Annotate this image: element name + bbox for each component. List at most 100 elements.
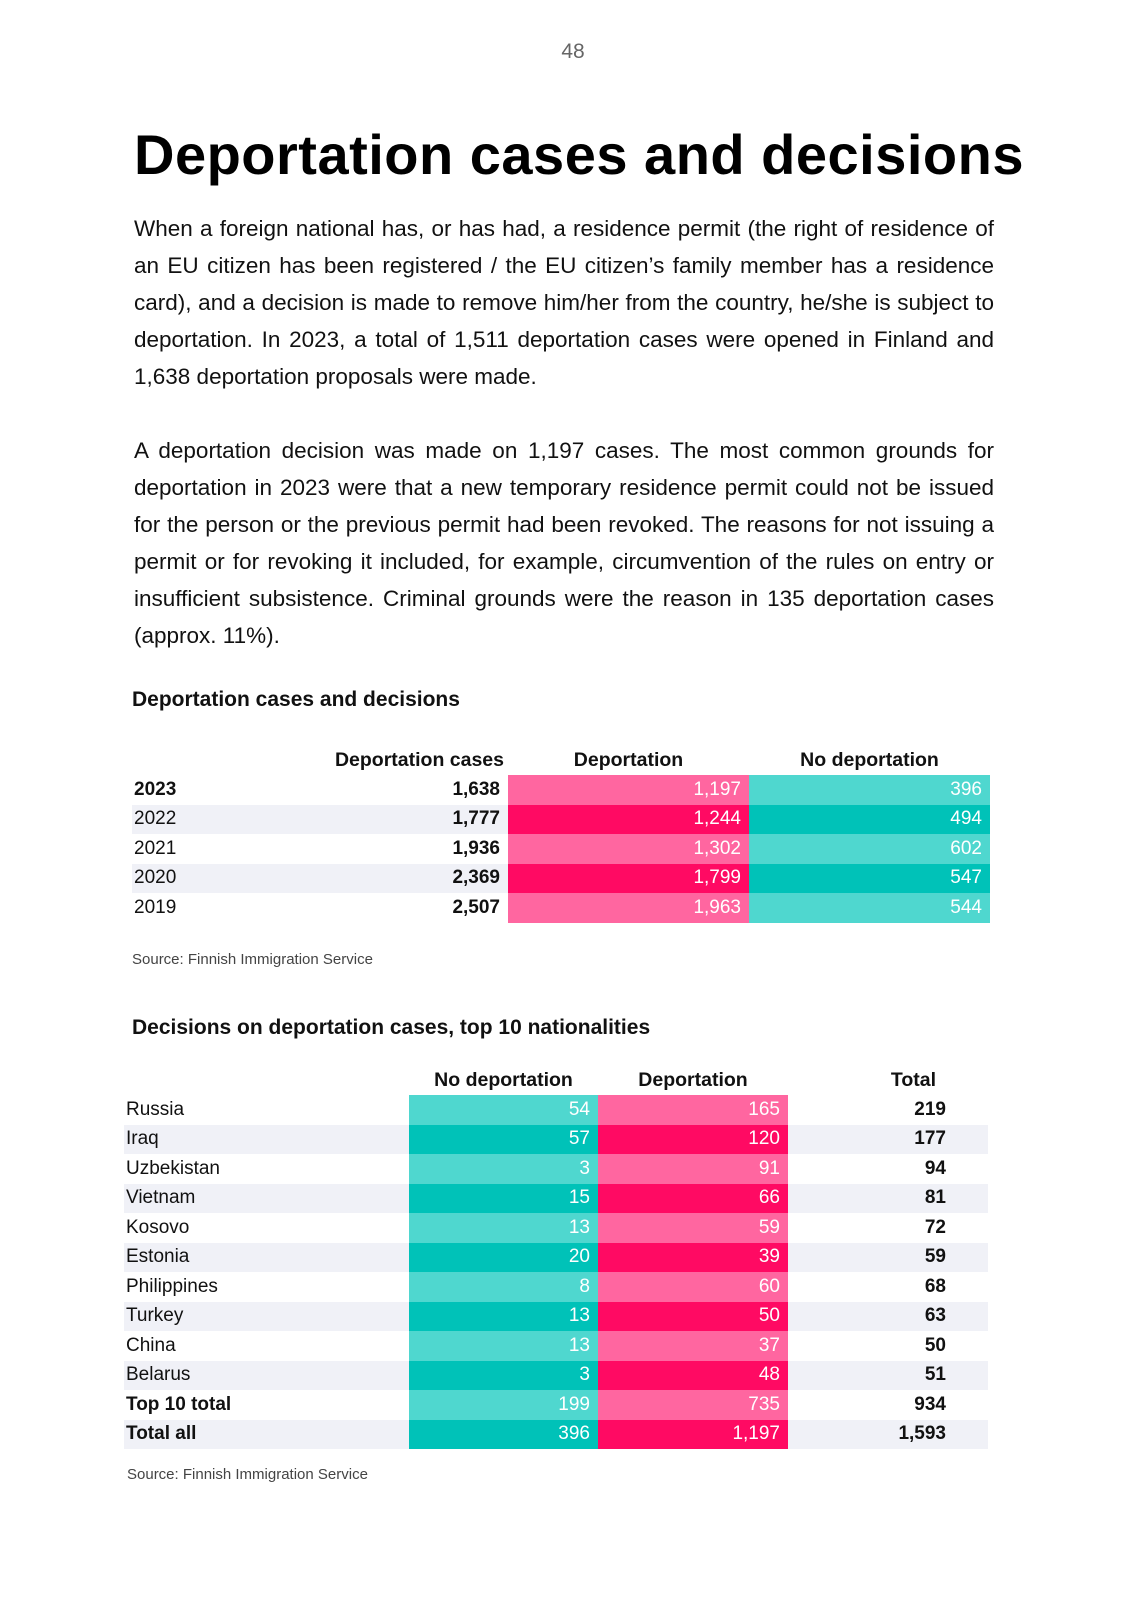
no-deportation-cell: 3 <box>409 1360 598 1390</box>
no-deportation-cell: 544 <box>749 893 990 923</box>
deportation-cell: 1,197 <box>508 775 749 805</box>
table2-title: Decisions on deportation cases, top 10 n… <box>132 1016 651 1039</box>
year-cell: 2019 <box>134 896 177 918</box>
table-row: 2021 1,936 1,302 602 <box>132 834 990 864</box>
country-cell: Belarus <box>124 1360 409 1390</box>
deportation-cases-table: Deportation cases Deportation No deporta… <box>132 742 990 923</box>
deportation-cell: 1,302 <box>508 834 749 864</box>
header-total: Total <box>890 1069 936 1091</box>
total-cell: 51 <box>788 1360 988 1390</box>
total-cell: 934 <box>914 1393 946 1415</box>
header-no-deportation: No deportation <box>434 1069 573 1091</box>
no-deportation-cell: 396 <box>409 1419 598 1449</box>
country-cell: Philippines <box>126 1275 218 1297</box>
table-header-row: Deportation cases Deportation No deporta… <box>132 742 990 775</box>
table-row: 2022 1,777 1,244 494 <box>132 804 990 834</box>
total-cell: 1,593 <box>788 1419 988 1449</box>
header-deportation-cases: Deportation cases <box>334 749 504 771</box>
no-deportation-cell: 8 <box>409 1272 598 1302</box>
no-deportation-cell: 20 <box>409 1242 598 1272</box>
country-cell: Uzbekistan <box>126 1157 220 1179</box>
total-cell: 63 <box>788 1301 988 1331</box>
table-row: Iraq 57 120 177 <box>124 1124 988 1154</box>
total-cell: 177 <box>788 1124 988 1154</box>
header-no-deportation: No deportation <box>800 749 939 771</box>
deportation-cell: 48 <box>598 1360 788 1390</box>
year-cell: 2020 <box>132 863 272 893</box>
country-cell: Estonia <box>124 1242 409 1272</box>
deportation-cell: 165 <box>598 1095 788 1125</box>
country-cell: China <box>126 1334 176 1356</box>
country-cell: Total all <box>124 1419 409 1449</box>
nationalities-table: No deportation Deportation Total Russia … <box>124 1062 988 1449</box>
deportation-cell: 60 <box>598 1272 788 1302</box>
table-row: Belarus 3 48 51 <box>124 1360 988 1390</box>
no-deportation-cell: 3 <box>409 1154 598 1184</box>
no-deportation-cell: 494 <box>749 804 990 834</box>
no-deportation-cell: 547 <box>749 863 990 893</box>
page-title: Deportation cases and decisions <box>134 123 1024 186</box>
header-country <box>124 1062 409 1095</box>
no-deportation-cell: 13 <box>409 1301 598 1331</box>
table2-source: Source: Finnish Immigration Service <box>127 1466 368 1483</box>
total-cell: 72 <box>924 1216 946 1238</box>
deportation-cell: 91 <box>598 1154 788 1184</box>
no-deportation-cell: 13 <box>409 1213 598 1243</box>
country-cell: Vietnam <box>124 1183 409 1213</box>
cases-cell: 1,936 <box>452 837 500 859</box>
header-deportation: Deportation <box>573 749 684 771</box>
year-cell: 2023 <box>134 778 177 800</box>
deportation-cell: 735 <box>598 1390 788 1420</box>
deportation-cell: 66 <box>598 1183 788 1213</box>
year-cell: 2022 <box>132 804 272 834</box>
deportation-cell: 59 <box>598 1213 788 1243</box>
no-deportation-cell: 396 <box>749 775 990 805</box>
cases-cell: 1,638 <box>452 778 500 800</box>
deportation-cell: 39 <box>598 1242 788 1272</box>
country-cell: Turkey <box>124 1301 409 1331</box>
intro-paragraph: When a foreign national has, or has had,… <box>134 216 994 389</box>
cases-cell: 2,507 <box>452 896 500 918</box>
deportation-cell: 1,799 <box>508 863 749 893</box>
table1-title: Deportation cases and decisions <box>132 688 460 711</box>
total-cell: 81 <box>788 1183 988 1213</box>
deportation-cell: 1,963 <box>508 893 749 923</box>
cases-cell: 1,777 <box>272 804 508 834</box>
table-row: Estonia 20 39 59 <box>124 1242 988 1272</box>
year-cell: 2021 <box>134 837 177 859</box>
table-row: Kosovo 13 59 72 <box>124 1213 988 1243</box>
table-row: 2019 2,507 1,963 544 <box>132 893 990 923</box>
deportation-cell: 120 <box>598 1124 788 1154</box>
deportation-cell: 50 <box>598 1301 788 1331</box>
country-cell: Iraq <box>124 1124 409 1154</box>
table-row-top10-total: Top 10 total 199 735 934 <box>124 1390 988 1420</box>
total-cell: 50 <box>924 1334 946 1356</box>
decision-paragraph: A deportation decision was made on 1,197… <box>134 438 994 648</box>
table-row-total-all: Total all 396 1,197 1,593 <box>124 1419 988 1449</box>
table-row: Russia 54 165 219 <box>124 1095 988 1125</box>
deportation-cell: 37 <box>598 1331 788 1361</box>
country-cell: Russia <box>126 1098 185 1120</box>
table-row: Uzbekistan 3 91 94 <box>124 1154 988 1184</box>
table1-source: Source: Finnish Immigration Service <box>132 951 373 968</box>
table-row: Vietnam 15 66 81 <box>124 1183 988 1213</box>
no-deportation-cell: 602 <box>749 834 990 864</box>
header-year <box>132 742 272 775</box>
header-deportation: Deportation <box>638 1069 748 1091</box>
table-row: Turkey 13 50 63 <box>124 1301 988 1331</box>
no-deportation-cell: 13 <box>409 1331 598 1361</box>
cases-cell: 2,369 <box>272 863 508 893</box>
country-cell: Kosovo <box>126 1216 190 1238</box>
page-number: 48 <box>561 40 585 63</box>
no-deportation-cell: 54 <box>409 1095 598 1125</box>
table-row: China 13 37 50 <box>124 1331 988 1361</box>
table-row: 2023 1,638 1,197 396 <box>132 775 990 805</box>
no-deportation-cell: 15 <box>409 1183 598 1213</box>
no-deportation-cell: 57 <box>409 1124 598 1154</box>
deportation-cell: 1,197 <box>598 1419 788 1449</box>
country-cell: Top 10 total <box>126 1393 232 1415</box>
table-row: 2020 2,369 1,799 547 <box>132 863 990 893</box>
no-deportation-cell: 199 <box>409 1390 598 1420</box>
total-cell: 219 <box>914 1098 946 1120</box>
deportation-cell: 1,244 <box>508 804 749 834</box>
